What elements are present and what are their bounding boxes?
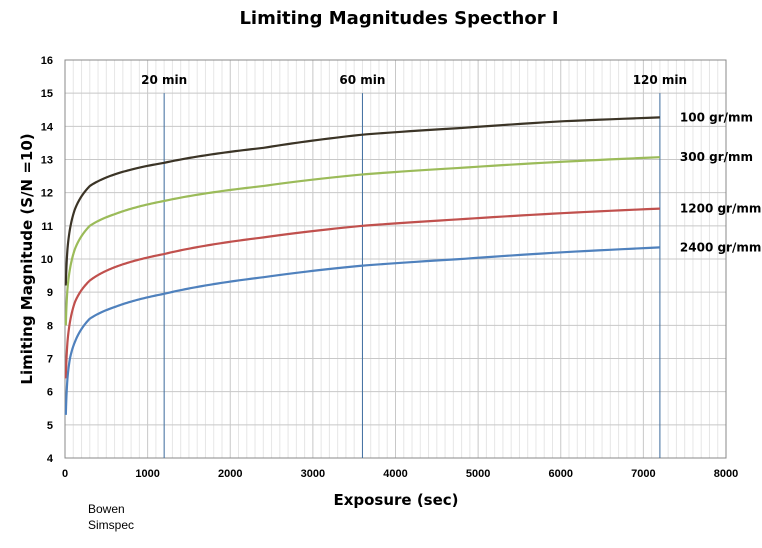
credit-line-1: Bowen [88, 502, 125, 516]
x-tick-label: 0 [62, 468, 68, 480]
series-lines [64, 116, 660, 415]
series-label: 2400 gr/mm [680, 240, 761, 254]
y-tick-label: 8 [47, 320, 53, 332]
series-line [64, 156, 660, 326]
series-labels: 100 gr/mm 300 gr/mm 1200 gr/mm 2400 gr/mm [680, 110, 761, 254]
series-line [64, 116, 660, 286]
y-tick-label: 7 [47, 354, 53, 366]
y-tick-label: 13 [41, 155, 53, 167]
axis-ticks: 0 1000 2000 3000 4000 5000 6000 7000 8000 4 5 6 7 8 9 1… [41, 55, 738, 480]
y-tick-label: 11 [41, 221, 53, 233]
y-tick-label: 5 [47, 420, 53, 432]
time-markers: 20 min 60 min 120 min [141, 73, 687, 458]
series-line [64, 246, 660, 415]
x-tick-label: 5000 [466, 468, 490, 480]
chart-title: Limiting Magnitudes Specthor I [239, 8, 558, 29]
x-tick-label: 8000 [714, 468, 738, 480]
x-axis-title: Exposure (sec) [333, 491, 458, 509]
y-tick-label: 16 [41, 55, 53, 67]
y-tick-label: 4 [47, 453, 54, 465]
time-marker-label: 20 min [141, 73, 187, 87]
series-line [64, 207, 660, 379]
y-tick-label: 9 [47, 287, 53, 299]
plot-area [64, 59, 727, 459]
x-tick-label: 3000 [301, 468, 325, 480]
series-label: 300 gr/mm [680, 150, 753, 164]
series-label: 1200 gr/mm [680, 202, 761, 216]
y-tick-label: 12 [41, 188, 53, 200]
y-tick-label: 6 [47, 387, 53, 399]
time-marker-label: 60 min [339, 73, 385, 87]
y-tick-label: 14 [41, 121, 54, 133]
series-label: 100 gr/mm [680, 110, 753, 124]
y-tick-label: 10 [41, 254, 53, 266]
credit-line-2: Simspec [88, 518, 135, 532]
x-tick-label: 6000 [549, 468, 573, 480]
x-tick-label: 7000 [631, 468, 655, 480]
y-axis-title: Limiting Magnitude (S/N =10) [18, 133, 36, 384]
x-tick-label: 2000 [218, 468, 242, 480]
x-tick-label: 4000 [383, 468, 407, 480]
y-tick-label: 15 [41, 88, 53, 100]
x-tick-label: 1000 [135, 468, 159, 480]
time-marker-label: 120 min [633, 73, 687, 87]
